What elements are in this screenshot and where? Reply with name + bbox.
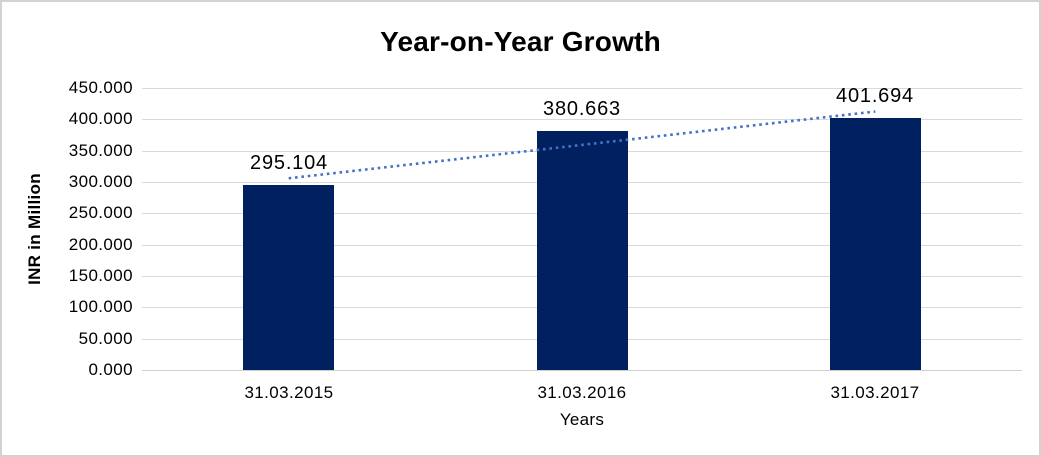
y-tick-label: 150.000	[68, 266, 133, 285]
y-tick-label: 250.000	[68, 203, 133, 222]
y-tick-label: 200.000	[68, 235, 133, 254]
x-tick-label: 31.03.2017	[830, 383, 920, 402]
y-tick-label: 300.000	[68, 172, 133, 191]
y-tick-label: 50.000	[78, 329, 133, 348]
bar-value-label: 380.663	[543, 98, 621, 120]
y-tick-label: 350.000	[68, 141, 133, 160]
bar	[830, 118, 921, 370]
bar	[537, 131, 628, 370]
bar	[243, 185, 334, 370]
bar-value-label: 401.694	[836, 85, 914, 107]
x-tick-label: 31.03.2016	[537, 383, 627, 402]
x-axis-title: Years	[559, 410, 605, 429]
y-tick-label: 400.000	[68, 109, 133, 128]
x-axis-line	[142, 370, 1022, 371]
x-tick-label: 31.03.2015	[244, 383, 334, 402]
chart-title: Year-on-Year Growth	[380, 26, 661, 57]
y-tick-label: 0.000	[88, 360, 133, 379]
y-tick-label: 100.000	[68, 297, 133, 316]
gridline	[142, 88, 1022, 89]
y-tick-label: 450.000	[68, 78, 133, 97]
bar-value-label: 295.104	[250, 152, 328, 174]
